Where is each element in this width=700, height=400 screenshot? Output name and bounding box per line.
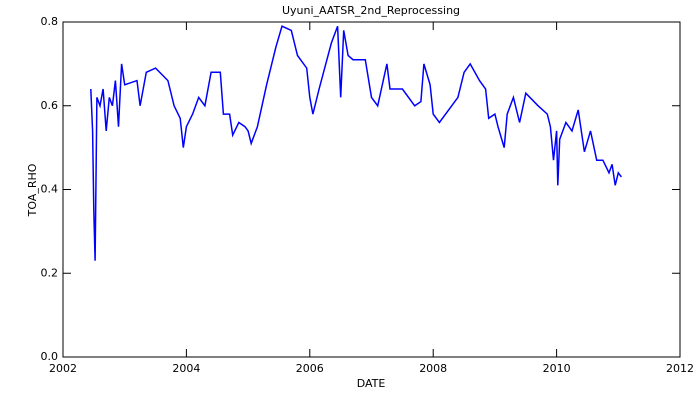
x-tick-label: 2012 xyxy=(666,362,694,375)
data-line xyxy=(90,25,622,261)
y-axis-label: TOA_RHO xyxy=(26,163,39,217)
x-tick-label: 2006 xyxy=(296,362,324,375)
x-tick-label: 2008 xyxy=(419,362,447,375)
x-tick-label: 2002 xyxy=(49,362,77,375)
chart-title: Uyuni_AATSR_2nd_Reprocessing xyxy=(282,4,460,17)
y-tick-label: 0.0 xyxy=(41,350,59,363)
plot-frame xyxy=(62,21,681,358)
x-tick-label: 2010 xyxy=(543,362,571,375)
x-axis-label: DATE xyxy=(357,377,386,390)
y-tick-label: 0.6 xyxy=(41,99,59,112)
y-tick-label: 0.8 xyxy=(41,15,59,28)
x-tick-label: 2004 xyxy=(172,362,200,375)
y-tick-label: 0.4 xyxy=(41,183,59,196)
y-tick-label: 0.2 xyxy=(41,266,59,279)
